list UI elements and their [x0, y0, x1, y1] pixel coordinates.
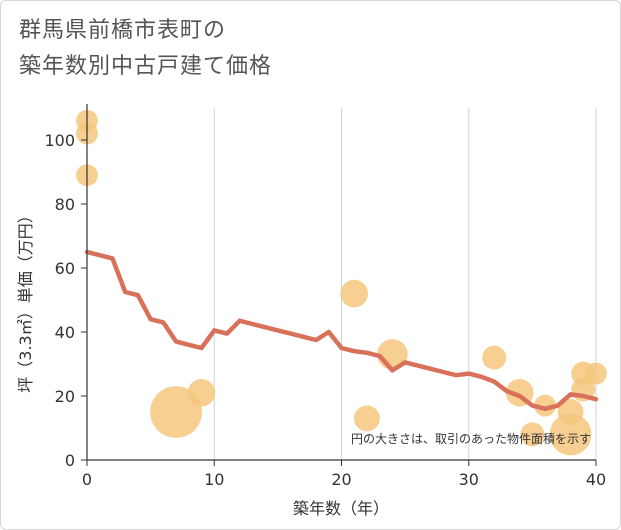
bubble-point-16: [585, 362, 607, 385]
bubble-point-5: [340, 279, 369, 308]
bubble-point-4: [187, 379, 216, 407]
bubble-point-6: [354, 405, 380, 432]
bubble-point-11: [534, 394, 557, 417]
y-tick-label-40: 40: [55, 323, 75, 342]
average-price-line: [84, 249, 599, 412]
chart-title: 群馬県前橋市表町の 築年数別中古戸建て価格: [19, 13, 272, 85]
axes: [81, 104, 597, 466]
x-tick-label-30: 30: [459, 470, 479, 489]
bubble-point-12: [549, 413, 592, 456]
y-tick-label-0: 0: [65, 451, 75, 470]
y-tick-label-100: 100: [44, 131, 75, 150]
x-tick-label-0: 0: [82, 470, 92, 489]
chart-title-line-2: 築年数別中古戸建て価格: [19, 54, 273, 79]
y-tick-label-80: 80: [55, 195, 75, 214]
x-axis-label: 築年数（年）: [293, 499, 389, 518]
tick-labels: 0 20 40 60 80 100 0 10 20 30 40: [44, 131, 606, 489]
bubble-point-8: [482, 345, 507, 370]
x-tick-label-20: 20: [331, 470, 351, 489]
y-axis-label: 坪（3.3㎡）単価（万円）: [16, 207, 35, 392]
y-tick-label-20: 20: [55, 387, 75, 406]
grid-lines: [213, 108, 597, 460]
bubble-point-13: [557, 399, 584, 425]
bubble-size-note: 円の大きさは、取引のあった物件面積を示す: [351, 431, 591, 446]
y-tick-label-60: 60: [55, 259, 75, 278]
bubble-point-3: [150, 386, 202, 438]
bubble-point-10: [520, 422, 545, 447]
bubble-series: [76, 109, 607, 456]
x-tick-label-40: 40: [586, 470, 606, 489]
average-line-series: [84, 249, 599, 412]
chart-title-line-1: 群馬県前橋市表町の: [19, 18, 227, 43]
x-tick-label-10: 10: [204, 470, 224, 489]
